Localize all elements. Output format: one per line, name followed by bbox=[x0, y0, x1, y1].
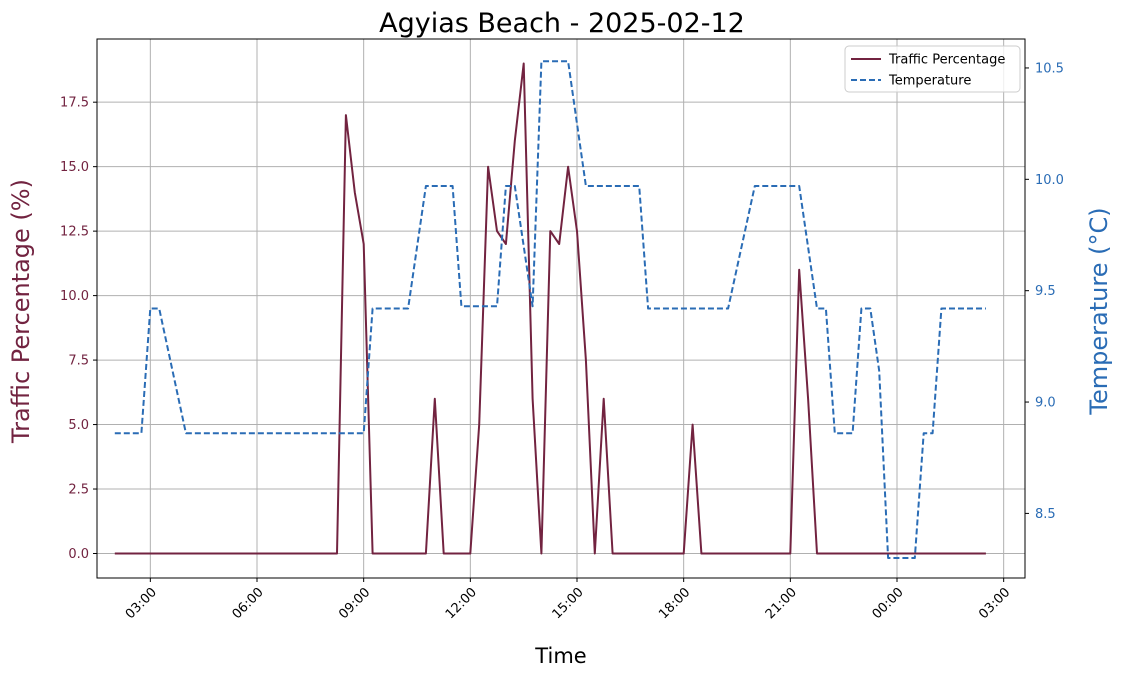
plot-frame bbox=[96, 38, 1026, 579]
legend-box bbox=[844, 45, 1021, 93]
y-left-tick-label: 10.0 bbox=[60, 289, 89, 304]
y-right-tick-label: 10.0 bbox=[1035, 173, 1064, 188]
legend: Traffic Percentage Temperature bbox=[844, 45, 1021, 93]
y-left-tick-label: 7.5 bbox=[68, 354, 89, 369]
y-left-tick-label: 2.5 bbox=[68, 483, 89, 498]
traffic-line bbox=[114, 62, 986, 555]
y-axis-right-label: Temperature (°C) bbox=[1085, 207, 1113, 415]
y-right-tick-label: 9.0 bbox=[1035, 396, 1056, 411]
y-right-tick-label: 10.5 bbox=[1035, 61, 1064, 76]
y-left-tick-label: 15.0 bbox=[60, 160, 89, 175]
y-right-tick-label: 8.5 bbox=[1035, 507, 1056, 522]
y-left-tick-label: 0.0 bbox=[68, 547, 89, 562]
y-left-tick-label: 5.0 bbox=[68, 418, 89, 433]
chart-title: Agyias Beach - 2025-02-12 bbox=[379, 8, 745, 39]
y-right-tick-label: 9.5 bbox=[1035, 284, 1056, 299]
temperature-line bbox=[114, 60, 986, 559]
legend-traffic-label: Traffic Percentage bbox=[888, 53, 1005, 68]
x-axis-label: Time bbox=[534, 644, 586, 668]
y-left-tick-label: 12.5 bbox=[60, 225, 89, 240]
y-axis-left-label: Traffic Percentage (%) bbox=[7, 179, 35, 444]
series-layer bbox=[114, 60, 986, 559]
y-left-tick-label: 17.5 bbox=[60, 96, 89, 111]
legend-temperature-label: Temperature bbox=[888, 74, 971, 89]
